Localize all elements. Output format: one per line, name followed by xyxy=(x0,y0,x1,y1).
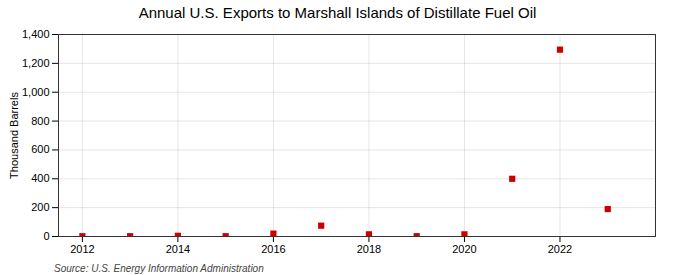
svg-text:2014: 2014 xyxy=(166,243,190,255)
svg-text:2022: 2022 xyxy=(548,243,572,255)
svg-text:2018: 2018 xyxy=(357,243,381,255)
svg-text:800: 800 xyxy=(31,115,49,127)
svg-text:2020: 2020 xyxy=(452,243,476,255)
html-text:Annual U.S. Exports to Marshal: Annual U.S. Exports to Marshall Islands … xyxy=(138,4,537,21)
html-text:Source: U.S. Energy Informatio: Source: U.S. Energy Information Administ… xyxy=(54,263,264,274)
svg-text:Thousand Barrels: Thousand Barrels xyxy=(8,92,20,179)
svg-text:1,200: 1,200 xyxy=(22,57,50,69)
svg-text:2016: 2016 xyxy=(261,243,285,255)
svg-text:400: 400 xyxy=(31,172,49,184)
svg-text:600: 600 xyxy=(31,143,49,155)
svg-text:200: 200 xyxy=(31,201,49,213)
svg-text:0: 0 xyxy=(43,230,49,242)
svg-text:1,000: 1,000 xyxy=(22,86,50,98)
svg-text:2012: 2012 xyxy=(70,243,94,255)
svg-text:1,400: 1,400 xyxy=(22,28,50,40)
